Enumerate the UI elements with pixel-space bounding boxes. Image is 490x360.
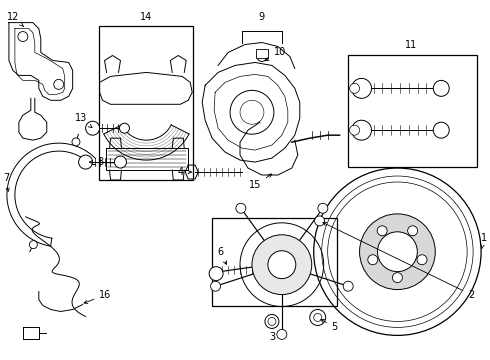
Circle shape	[265, 315, 279, 328]
Text: 11: 11	[405, 40, 417, 50]
Circle shape	[349, 84, 360, 93]
Text: 10: 10	[265, 48, 286, 60]
Circle shape	[29, 241, 37, 249]
Circle shape	[115, 156, 126, 168]
Text: 3: 3	[269, 332, 275, 342]
Circle shape	[352, 120, 371, 140]
Circle shape	[368, 255, 378, 265]
Circle shape	[236, 203, 246, 213]
Circle shape	[54, 80, 64, 89]
Text: 14: 14	[140, 12, 152, 22]
Text: 15: 15	[249, 174, 272, 190]
Circle shape	[310, 310, 326, 325]
Bar	[212, 218, 337, 306]
Circle shape	[408, 226, 417, 236]
Circle shape	[120, 123, 129, 133]
Text: 9: 9	[259, 12, 265, 22]
Circle shape	[349, 125, 360, 135]
Circle shape	[78, 155, 93, 169]
Circle shape	[417, 255, 427, 265]
Text: 7: 7	[3, 173, 9, 191]
Circle shape	[252, 235, 312, 294]
Circle shape	[315, 216, 324, 226]
Text: 6: 6	[217, 247, 226, 264]
Circle shape	[72, 138, 80, 146]
Text: 13: 13	[74, 113, 92, 128]
Circle shape	[433, 122, 449, 138]
Bar	[347, 55, 477, 167]
Circle shape	[392, 273, 402, 283]
Circle shape	[377, 232, 417, 272]
Bar	[98, 26, 193, 180]
Circle shape	[360, 214, 435, 289]
Circle shape	[86, 121, 99, 135]
Circle shape	[257, 51, 267, 62]
Circle shape	[377, 226, 387, 236]
Circle shape	[343, 281, 353, 291]
Bar	[256, 49, 268, 58]
Circle shape	[18, 32, 28, 41]
Circle shape	[433, 80, 449, 96]
Text: 1: 1	[481, 233, 487, 248]
Text: 4: 4	[177, 167, 192, 177]
Text: 16: 16	[84, 289, 112, 303]
Circle shape	[211, 281, 220, 291]
Circle shape	[352, 78, 371, 98]
Text: 5: 5	[321, 319, 338, 332]
Text: 12: 12	[7, 12, 24, 26]
Circle shape	[277, 329, 287, 339]
Circle shape	[268, 251, 296, 279]
Circle shape	[318, 203, 328, 213]
Text: 2: 2	[323, 222, 474, 300]
Text: 8: 8	[89, 157, 103, 167]
Circle shape	[209, 267, 223, 280]
